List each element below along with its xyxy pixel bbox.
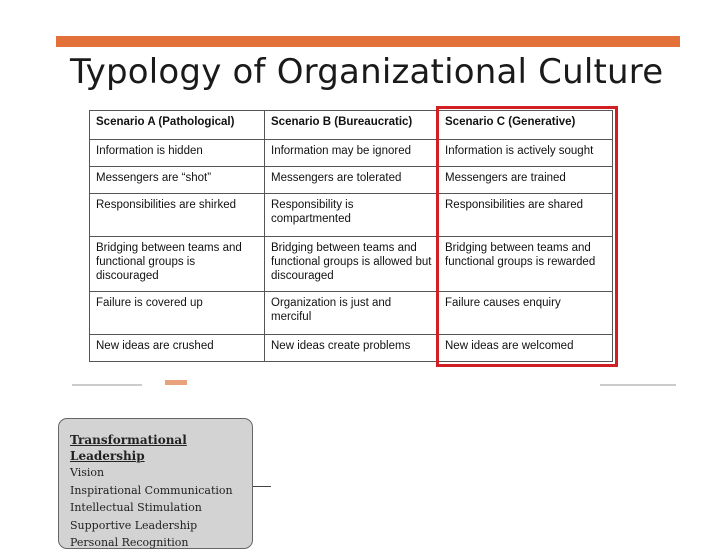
note-item-inspirational-communication: Inspirational Communication — [70, 483, 233, 497]
table-cell: Responsibilities are shared — [438, 193, 613, 237]
table-cell: Messengers are trained — [438, 166, 613, 194]
table-cell: Messengers are tolerated — [264, 166, 439, 194]
table-cell: Responsibility is compartmented — [264, 193, 439, 237]
footer-divider — [72, 384, 142, 386]
table-row: Information is hidden Information may be… — [89, 139, 613, 167]
table-cell: Bridging between teams and functional gr… — [89, 236, 265, 292]
table-row: Messengers are “shot” Messengers are tol… — [89, 166, 613, 194]
table-cell: New ideas create problems — [264, 334, 439, 362]
note-connector-line — [253, 486, 271, 487]
table-header-row: Scenario A (Pathological) Scenario B (Bu… — [89, 110, 613, 140]
header-scenario-b: Scenario B (Bureaucratic) — [264, 110, 439, 140]
note-item-personal-recognition: Personal Recognition — [70, 536, 189, 549]
table-row: New ideas are crushed New ideas create p… — [89, 334, 613, 362]
table-row: Bridging between teams and functional gr… — [89, 236, 613, 292]
table-cell: New ideas are crushed — [89, 334, 265, 362]
table-cell: Bridging between teams and functional gr… — [438, 236, 613, 292]
table-cell: Organization is just and merciful — [264, 291, 439, 335]
table-row: Failure is covered up Organization is ju… — [89, 291, 613, 335]
table-cell: Messengers are “shot” — [89, 166, 265, 194]
table-row: Responsibilities are shirked Responsibil… — [89, 193, 613, 237]
table-cell: Failure is covered up — [89, 291, 265, 335]
table-cell: Failure causes enquiry — [438, 291, 613, 335]
note-item-intellectual-stimulation: Intellectual Stimulation — [70, 501, 202, 514]
table-cell: New ideas are welcomed — [438, 334, 613, 362]
note-item-supportive-leadership: Supportive Leadership — [70, 518, 198, 532]
transformational-leadership-note: Transformational Leadership Vision Inspi… — [58, 418, 253, 549]
accent-bar — [56, 36, 680, 47]
table-cell: Bridging between teams and functional gr… — [264, 236, 439, 292]
slide-title: Typology of Organizational Culture — [70, 52, 664, 92]
table-cell: Responsibilities are shirked — [89, 193, 265, 237]
note-title: Transformational Leadership — [70, 433, 187, 463]
table-cell: Information may be ignored — [264, 139, 439, 167]
footer-divider — [600, 384, 676, 386]
footer-logo-mark — [165, 380, 187, 385]
note-item-vision: Vision — [70, 466, 105, 479]
culture-typology-table: Scenario A (Pathological) Scenario B (Bu… — [89, 110, 613, 362]
table-cell: Information is actively sought — [438, 139, 613, 167]
table-cell: Information is hidden — [89, 139, 265, 167]
header-scenario-a: Scenario A (Pathological) — [89, 110, 265, 140]
header-scenario-c: Scenario C (Generative) — [438, 110, 613, 140]
